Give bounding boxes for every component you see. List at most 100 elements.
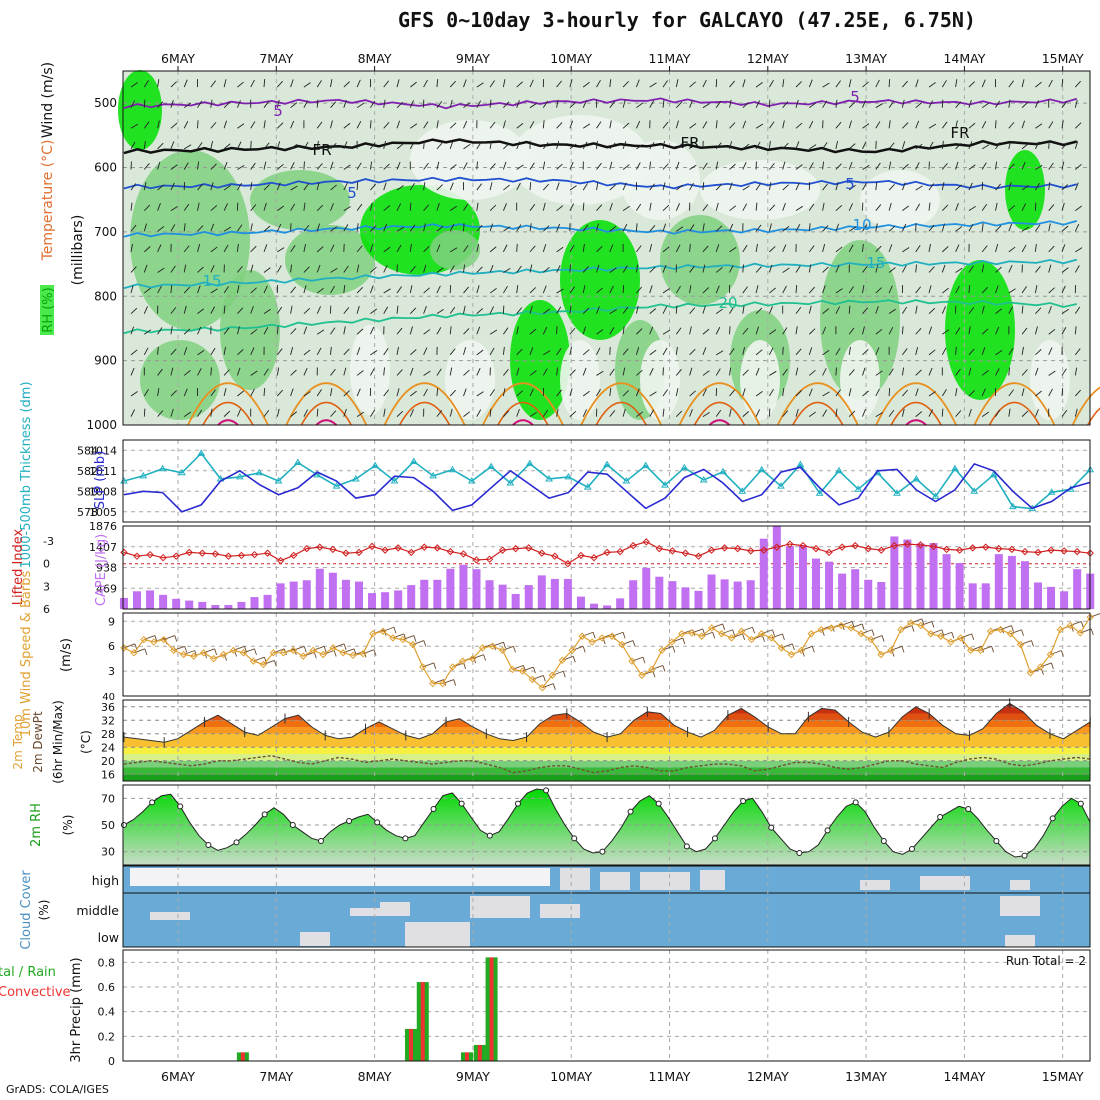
wind-barb [436, 120, 439, 129]
wind-speed-marker [618, 640, 626, 649]
wind-barb [1061, 388, 1064, 397]
surface-wind-barb [642, 656, 646, 664]
wind-barb [183, 102, 192, 109]
surface-wind-barb [911, 625, 915, 632]
wind-barb [729, 348, 735, 356]
dry-area [510, 115, 650, 205]
wind-barb [582, 409, 587, 417]
lifted-marker [185, 548, 193, 557]
y-tick-wind: 3 [108, 665, 115, 678]
wind-speed-marker [199, 649, 208, 657]
y-tick-wind: 9 [108, 615, 115, 628]
wind-barb [795, 348, 802, 356]
wind-barb [915, 244, 921, 253]
wind-barb [622, 408, 626, 417]
wind-barb [662, 246, 670, 253]
wind-barb [862, 285, 865, 294]
lifted-marker [773, 543, 781, 551]
wind-barb [755, 285, 759, 294]
wind-barb [1061, 202, 1065, 211]
lifted-marker [289, 551, 298, 560]
wind-barb [995, 161, 998, 170]
wind-speed-marker [877, 650, 885, 659]
wind-speed-marker [698, 632, 706, 640]
y-tick-thickness: 584 [77, 444, 98, 457]
wind-barb [503, 143, 510, 150]
wind-barb [795, 122, 803, 129]
wind-barb [715, 308, 724, 315]
rh-marker [543, 787, 550, 794]
wind-barb [476, 183, 482, 191]
wind-barb [915, 120, 920, 129]
wind-barb [290, 286, 296, 294]
wind-barb [848, 203, 853, 211]
thickness-marker [912, 474, 921, 482]
wind-barb [901, 182, 906, 191]
wind-barb [995, 120, 997, 129]
isotherm-line [123, 97, 1078, 110]
lifted-marker [224, 552, 233, 560]
cloud-gap [920, 876, 970, 890]
wind-barb [263, 184, 270, 191]
wind-speed-marker [817, 625, 825, 634]
wind-barb [343, 307, 350, 314]
thickness-marker [1047, 488, 1056, 495]
wind-barb [649, 266, 656, 273]
wind-barb [197, 161, 200, 170]
wind-speed-marker [558, 656, 566, 665]
surface-wind-barb [991, 646, 995, 653]
contour-label: FR [312, 141, 331, 159]
thickness-marker [467, 477, 476, 484]
wind-barb [941, 408, 944, 417]
dry-area [860, 170, 940, 230]
wind-barb [463, 347, 467, 355]
wind-speed-marker [179, 650, 188, 659]
wind-barb [941, 182, 945, 191]
wind-barb [516, 182, 521, 191]
cape-bar [132, 591, 141, 609]
rh-blob [1005, 150, 1045, 230]
wind-barb [609, 388, 612, 397]
wind-barb [250, 121, 256, 129]
wind-barb [981, 102, 990, 109]
wind-barb [942, 287, 949, 294]
y-tick-precip: 0.4 [98, 1006, 116, 1019]
wind-barb [489, 408, 492, 417]
wind-barb [396, 346, 399, 355]
wind-barb [330, 346, 332, 355]
wind-barb [596, 329, 604, 335]
wind-barb [303, 266, 310, 273]
wind-barb [516, 100, 520, 108]
wind-barb [955, 120, 958, 129]
dry-area [620, 140, 700, 220]
wind-barb [223, 410, 231, 417]
wind-barb [995, 326, 1000, 335]
wind-barb [981, 286, 988, 294]
wind-barb [1048, 264, 1052, 273]
cape-frame [122, 525, 1091, 610]
wind-barb [955, 226, 963, 232]
wind-barb [822, 142, 828, 150]
wind-barb [582, 81, 590, 88]
temp-band [123, 747, 1090, 754]
wind-barb [928, 409, 934, 417]
wind-barb [1008, 99, 1011, 108]
wind-barb [729, 163, 736, 170]
surface-wind-barb [1090, 628, 1094, 636]
wind-barb [396, 327, 403, 335]
wind-barb [157, 120, 160, 129]
lifted-marker [446, 547, 455, 556]
wind-barb [183, 305, 187, 314]
wind-barb [875, 162, 881, 170]
wind-barb [356, 388, 361, 397]
wind-barb [237, 265, 243, 273]
wind-barb [449, 205, 458, 212]
wind-barb [157, 388, 160, 397]
surface-wind-barb [592, 632, 596, 639]
contour-label: 5 [347, 184, 357, 202]
dry-area [410, 120, 530, 200]
wind-barb [1074, 223, 1080, 232]
thickness-marker [564, 472, 573, 480]
wind-barb [995, 202, 998, 211]
lifted-marker [342, 549, 350, 557]
